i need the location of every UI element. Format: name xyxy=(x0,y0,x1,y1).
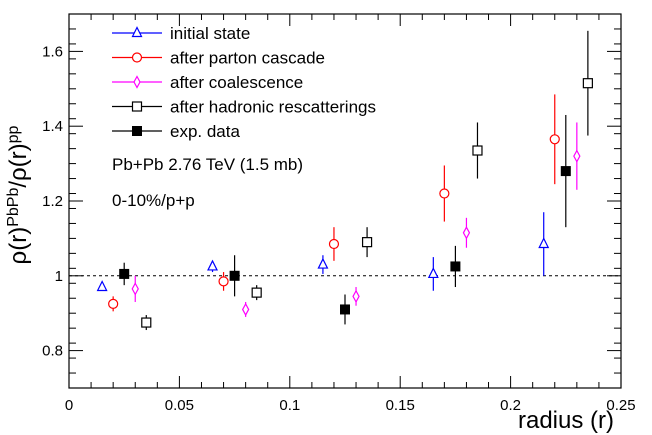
data-point xyxy=(340,304,350,315)
series-4 xyxy=(119,114,571,325)
data-point xyxy=(427,267,439,279)
series-layer xyxy=(96,30,593,331)
data-point xyxy=(131,282,139,296)
x-tick-label: 0.05 xyxy=(165,397,194,414)
x-axis: 0 0.05 0.1 0.15 0.2 0.25 xyxy=(65,14,636,414)
legend-label: initial state xyxy=(170,24,250,43)
legend-marker xyxy=(133,75,141,89)
x-tick-label: 0.2 xyxy=(500,397,521,414)
series-1 xyxy=(108,94,560,312)
data-point xyxy=(241,302,250,317)
legend-label: after coalescence xyxy=(170,73,303,92)
data-point xyxy=(328,238,340,250)
data-point xyxy=(361,237,373,248)
x-tick-label: 0.15 xyxy=(386,397,415,414)
data-point xyxy=(573,149,581,163)
y-tick-label: 0.8 xyxy=(42,343,63,360)
annotation-collision: Pb+Pb 2.76 TeV (1.5 mb) xyxy=(112,155,303,174)
series-2 xyxy=(131,122,581,317)
series-3 xyxy=(141,30,593,331)
data-point xyxy=(317,257,329,269)
data-point xyxy=(207,259,218,271)
data-point xyxy=(352,289,360,304)
y-tick-label: 1 xyxy=(55,268,63,285)
legend-label: after hadronic rescatterings xyxy=(170,98,376,117)
data-point xyxy=(560,166,571,177)
legend-marker xyxy=(131,101,143,112)
legend: initial state after parton cascade after c… xyxy=(112,24,376,141)
x-axis-label: radius (r) xyxy=(518,407,614,434)
y-tick-label: 1.4 xyxy=(42,118,63,135)
data-point xyxy=(450,261,461,272)
y-axis: 0.8 1 1.2 1.4 1.6 xyxy=(42,13,621,389)
legend-label: after parton cascade xyxy=(170,49,325,68)
y-tick-label: 1.6 xyxy=(42,43,63,60)
x-tick-label: 0.1 xyxy=(279,397,300,414)
data-point xyxy=(229,270,240,281)
legend-marker xyxy=(132,126,142,136)
data-point xyxy=(141,317,152,328)
data-point xyxy=(472,145,483,156)
data-point xyxy=(549,134,560,145)
series-0 xyxy=(96,212,550,292)
data-point xyxy=(582,78,593,89)
x-tick-label: 0.25 xyxy=(606,397,635,414)
x-tick-label: 0 xyxy=(65,397,73,414)
data-point xyxy=(119,268,130,279)
y-axis-label: ρ(r)PbPb/ρ(r)pp xyxy=(5,125,33,264)
data-point xyxy=(96,280,108,292)
legend-label: exp. data xyxy=(170,122,240,141)
data-point xyxy=(462,226,471,240)
data-point xyxy=(439,188,450,199)
data-point xyxy=(251,287,262,298)
legend-marker xyxy=(131,26,143,38)
annotation-centrality: 0-10%/p+p xyxy=(112,191,195,210)
y-tick-label: 1.2 xyxy=(42,193,63,210)
data-point xyxy=(538,237,550,249)
data-point xyxy=(218,276,229,287)
legend-marker xyxy=(131,52,143,63)
data-point xyxy=(108,298,119,309)
